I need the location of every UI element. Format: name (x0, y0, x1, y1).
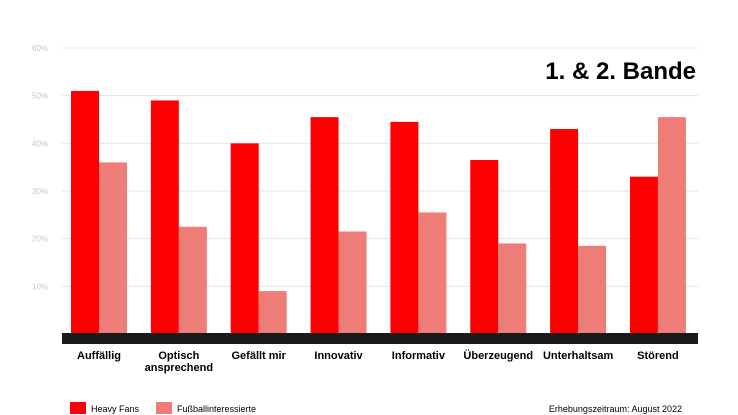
bar (498, 243, 527, 334)
bar (71, 90, 99, 335)
bar (230, 143, 259, 334)
bar (258, 291, 287, 334)
bar (99, 162, 127, 334)
bar (310, 117, 339, 334)
y-tick-label: 30% (32, 187, 48, 196)
bar (390, 121, 419, 334)
legend: Heavy Fans Fußballinteressierte (70, 402, 256, 414)
category-label: Störend (637, 350, 679, 362)
bar (657, 117, 686, 334)
legend-label: Fußballinteressierte (177, 404, 256, 414)
category-label: Optisch ansprechend (145, 350, 213, 374)
bars (71, 90, 686, 335)
y-tick-label: 40% (32, 139, 48, 148)
y-tick-label: 60% (32, 44, 48, 53)
bar (338, 231, 367, 334)
y-tick-label: 10% (32, 282, 48, 291)
category-label: Gefällt mir (231, 350, 286, 362)
survey-period-note: Erhebungszeitraum: August 2022 (549, 404, 682, 414)
y-tick-label: 20% (32, 235, 48, 244)
bar (578, 245, 607, 334)
bar (470, 160, 499, 334)
bar (550, 129, 579, 334)
chart-title: 1. & 2. Bande (545, 58, 696, 85)
category-labels: Auffällig Optisch ansprechend Gefällt mir In… (77, 349, 679, 374)
category-label: Innovativ (314, 350, 363, 362)
bar (418, 212, 447, 334)
legend-label: Heavy Fans (91, 404, 140, 414)
category-label: Unterhaltsam (543, 350, 614, 362)
x-axis-baseline (62, 333, 698, 344)
bar (150, 100, 179, 334)
legend-swatch (156, 402, 172, 414)
bar (629, 176, 658, 334)
category-label: Auffällig (77, 350, 121, 362)
bar (178, 226, 207, 334)
y-tick-label: 50% (32, 92, 48, 101)
category-label: Informativ (392, 350, 446, 362)
legend-swatch (70, 402, 86, 414)
category-label: Überzeugend (463, 349, 533, 362)
